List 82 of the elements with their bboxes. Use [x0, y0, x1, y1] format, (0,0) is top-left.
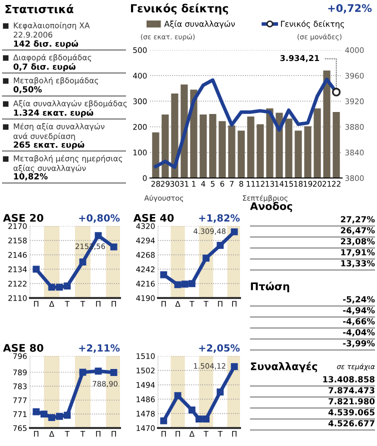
point	[110, 369, 118, 376]
bar	[256, 124, 264, 178]
text: Ανοδος	[250, 202, 292, 212]
bar	[332, 112, 340, 178]
text: 265 εκατ. ευρώ	[14, 141, 84, 150]
point	[79, 258, 86, 266]
text: 4.539.065	[328, 409, 374, 416]
point	[174, 392, 182, 400]
bar	[323, 70, 330, 178]
point	[79, 368, 86, 376]
point	[94, 368, 102, 375]
point	[174, 281, 182, 288]
text: 7.874.473	[328, 387, 374, 394]
chart-subtitle: +2,05%	[199, 344, 240, 353]
point	[94, 232, 102, 240]
bar	[209, 114, 216, 178]
chart-title: ASE 20	[3, 214, 44, 222]
text: 4.526.677	[328, 420, 374, 426]
bar	[162, 114, 169, 178]
point	[230, 228, 238, 236]
point	[188, 280, 196, 288]
point	[196, 416, 202, 422]
point	[48, 414, 56, 422]
point	[216, 388, 224, 396]
point	[56, 284, 63, 291]
text: -4,94%	[343, 307, 375, 314]
text: -5,24%	[343, 296, 375, 304]
point	[188, 406, 196, 414]
text: 7.821.980	[328, 398, 375, 404]
chart-subtitle: +0,80%	[79, 214, 120, 223]
text: 26,47%	[340, 227, 375, 234]
chart-title: ASE 40	[133, 214, 174, 222]
point	[110, 243, 118, 250]
point	[230, 363, 238, 370]
text: 10,82%	[14, 173, 48, 181]
text: Συναλλαγές	[250, 362, 318, 372]
point	[32, 408, 40, 416]
point	[181, 280, 188, 288]
text: 13.408.858	[323, 376, 374, 382]
point	[202, 254, 210, 262]
bar	[228, 126, 236, 178]
bar	[200, 114, 207, 178]
text: -4,04%	[343, 329, 375, 336]
point	[216, 242, 224, 249]
bar	[314, 108, 321, 178]
text: 17,91%	[341, 249, 375, 256]
text: Πτώση	[250, 282, 290, 292]
point	[48, 284, 56, 291]
data-label: 3.934,21	[280, 55, 320, 62]
bar	[266, 108, 274, 178]
point	[202, 416, 210, 422]
bar	[152, 132, 160, 178]
point	[64, 282, 71, 290]
bar	[294, 130, 302, 178]
point	[160, 271, 168, 278]
point	[160, 417, 168, 424]
bar	[285, 118, 292, 178]
chart-subtitle: +0,72%	[328, 4, 372, 14]
legend-label: Αξία συναλλαγών	[164, 20, 235, 28]
point	[32, 266, 40, 273]
chart-subtitle: +2,11%	[79, 344, 120, 353]
point	[40, 410, 48, 418]
text: 142 δισ. ευρώ	[14, 40, 78, 48]
bar	[247, 116, 254, 178]
text: -3,99%	[343, 340, 375, 348]
text: Στατιστικά	[6, 4, 74, 14]
chart-subtitle: +1,82%	[199, 214, 240, 223]
text: 0,7 δισ. ευρώ	[14, 63, 76, 72]
text: 23,08%	[340, 238, 375, 246]
chart-title: Γενικός δείκτης	[131, 3, 228, 15]
text: -4,66%	[343, 318, 375, 326]
text: 1.324 εκατ. ευρώ	[14, 109, 94, 118]
legend-label: Γενικός δείκτης	[281, 20, 344, 28]
text: 27,27%	[340, 216, 375, 224]
bar	[304, 126, 312, 178]
bar	[238, 130, 245, 178]
text: 0,50%	[14, 86, 42, 94]
text: 13,33%	[341, 260, 375, 268]
chart-title: ASE 80	[3, 344, 44, 352]
point	[56, 412, 63, 420]
bar	[218, 121, 226, 178]
point	[64, 412, 71, 419]
